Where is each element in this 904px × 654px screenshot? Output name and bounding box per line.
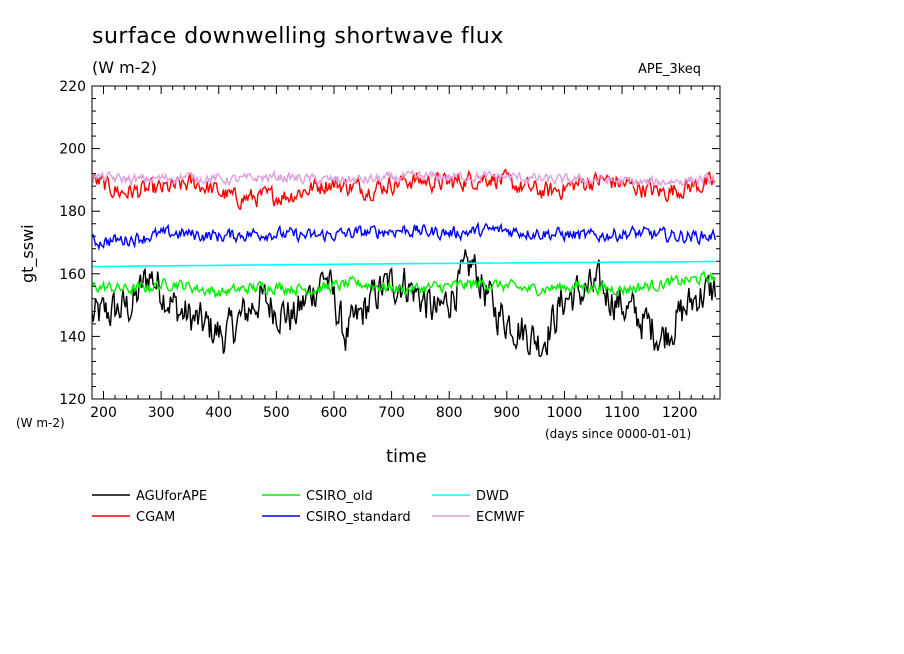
y-tick-label: 220	[59, 79, 86, 95]
chart-units: (W m-2)	[92, 58, 157, 77]
axes: 200 300 400 500 600 700 800 900 1000 1100 1200 120 1…	[59, 79, 721, 421]
y-tick-label: 180	[59, 204, 86, 220]
x-axis-label: time	[386, 446, 427, 467]
legend-label-CSIRO_standard: CSIRO_standard	[306, 510, 411, 525]
x-tick-label: 200	[90, 405, 117, 421]
x-tick-label: 1200	[662, 405, 698, 421]
y-tick-label: 140	[59, 329, 86, 345]
legend-label-ECMWF: ECMWF	[476, 510, 525, 525]
y-tick-label: 200	[59, 142, 86, 158]
plot-frame	[91, 85, 721, 400]
plot-lines	[92, 168, 717, 358]
series-line-DWD	[92, 260, 716, 268]
series-line-ECMWF	[92, 169, 717, 188]
y-tick-label: 160	[59, 267, 86, 283]
x-tick-label: 800	[436, 405, 463, 421]
x-tick-label: 500	[263, 405, 290, 421]
x-tick-label: 1000	[547, 405, 583, 421]
chart-title: surface downwelling shortwave flux	[92, 24, 504, 49]
y-tick-label: 120	[59, 392, 86, 408]
x-tick-label: 1100	[604, 405, 640, 421]
legend-label-CGAM: CGAM	[136, 510, 175, 525]
series-line-CSIRO_old	[92, 269, 717, 299]
x-tick-label: 700	[378, 405, 405, 421]
y-axis-units: (W m-2)	[16, 416, 65, 430]
series-line-AGUforAPE	[92, 249, 717, 358]
x-tick-label: 400	[205, 405, 232, 421]
legend-label-DWD: DWD	[476, 489, 509, 504]
x-axis-units: (days since 0000-01-01)	[545, 427, 692, 441]
series-line-CSIRO_standard	[92, 221, 717, 251]
legend-label-CSIRO_old: CSIRO_old	[306, 489, 373, 504]
legend: AGUforAPE CGAM CSIRO_old CSIRO_standard DWD E…	[92, 489, 525, 525]
legend-label-AGUforAPE: AGUforAPE	[136, 489, 207, 504]
x-tick-label: 300	[148, 405, 175, 421]
x-tick-label: 600	[321, 405, 348, 421]
x-tick-label: 900	[493, 405, 520, 421]
experiment-tag: APE_3keq	[638, 62, 702, 77]
